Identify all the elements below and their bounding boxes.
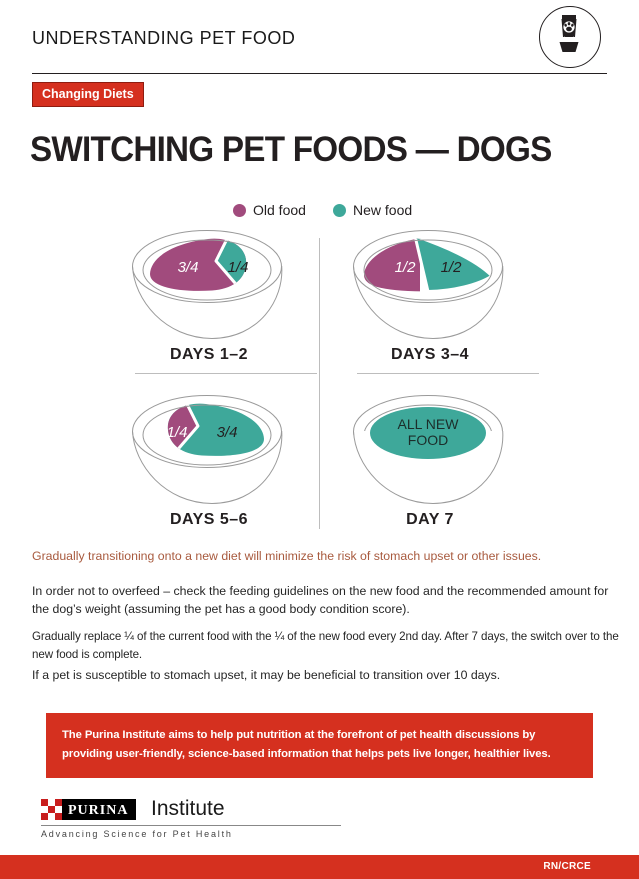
svg-text:ALL NEW: ALL NEW (398, 416, 460, 432)
svg-text:1/2: 1/2 (395, 259, 417, 276)
svg-text:1/2: 1/2 (441, 259, 463, 276)
svg-text:1/4: 1/4 (167, 424, 188, 441)
svg-text:3/4: 3/4 (178, 259, 199, 276)
svg-text:FOOD: FOOD (408, 432, 448, 448)
svg-text:1/4: 1/4 (228, 259, 249, 276)
svg-text:3/4: 3/4 (217, 424, 238, 441)
